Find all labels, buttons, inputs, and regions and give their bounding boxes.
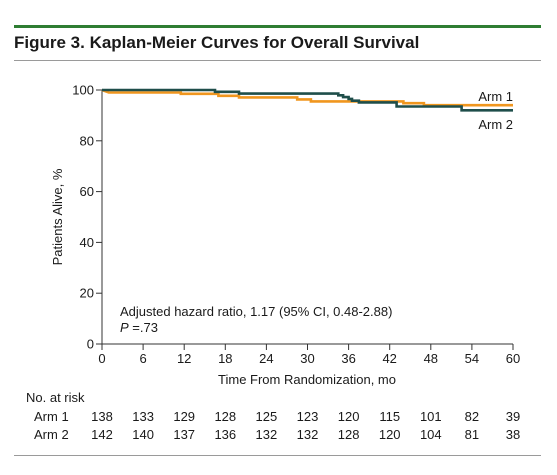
x-tick-label: 6 [139,351,146,366]
y-axis: 0 20 40 60 80 100 Patients Alive, % [50,83,103,352]
series-line-arm1 [101,88,513,107]
risk-value: 138 [91,409,113,424]
risk-value: 104 [420,427,442,442]
risk-value: 136 [214,427,236,442]
risk-value: 115 [379,409,400,424]
x-ticks: 0 6 12 18 24 30 36 42 48 54 60 [98,344,520,366]
x-tick-label: 12 [177,351,191,366]
risk-value: 128 [214,409,236,424]
bottom-divider [14,455,541,456]
series-layer [101,88,513,112]
y-tick-label: 60 [80,184,94,199]
risk-row-label: Arm 2 [34,427,69,442]
risk-value: 129 [173,409,195,424]
risk-value: 133 [132,409,154,424]
y-tick-label: 100 [72,83,94,98]
y-axis-label: Patients Alive, % [50,168,65,265]
x-tick-label: 48 [424,351,438,366]
risk-value: 39 [506,409,520,424]
risk-value: 132 [297,427,319,442]
risk-value: 81 [465,427,479,442]
risk-row-label: Arm 1 [34,409,69,424]
x-tick-label: 18 [218,351,232,366]
x-tick-label: 30 [300,351,314,366]
x-tick-label: 36 [341,351,355,366]
x-tick-label: 54 [465,351,479,366]
risk-value: 137 [173,427,195,442]
x-tick-label: 0 [98,351,105,366]
x-tick-label: 42 [382,351,396,366]
y-tick-label: 80 [80,133,94,148]
risk-value: 142 [91,427,113,442]
hazard-ratio-annotation: Adjusted hazard ratio, 1.17 (95% CI, 0.4… [120,304,392,319]
risk-value: 38 [506,427,520,442]
y-ticks: 0 20 40 60 80 100 [72,83,102,352]
risk-value: 82 [465,409,479,424]
series-line-arm2 [102,88,513,112]
x-axis: 0 6 12 18 24 30 36 42 48 54 60 Time From Randomiza… [98,343,520,387]
y-tick-label: 0 [87,337,94,352]
series-label-arm2: Arm 2 [478,117,513,132]
figure-title: Figure 3. Kaplan-Meier Curves for Overal… [14,33,420,52]
title-divider [14,60,541,61]
series-label-arm1: Arm 1 [478,89,513,104]
risk-value: 132 [256,427,278,442]
y-tick-label: 20 [80,286,94,301]
risk-value: 140 [132,427,154,442]
p-value-symbol: P [120,320,129,335]
risk-value: 120 [338,409,360,424]
risk-table-header: No. at risk [26,390,85,405]
x-tick-label: 24 [259,351,273,366]
risk-value: 128 [338,427,360,442]
risk-value: 120 [379,427,401,442]
p-value-annotation: P =.73 [120,320,158,335]
x-tick-label: 60 [506,351,520,366]
risk-value: 123 [297,409,319,424]
y-tick-label: 40 [80,235,94,250]
risk-table: No. at risk Arm 1 138 133 129 128 125 123 120 11… [26,390,520,442]
x-axis-label: Time From Randomization, mo [218,372,396,387]
risk-value: 125 [256,409,278,424]
risk-value: 101 [420,409,442,424]
p-value-text: =.73 [129,320,158,335]
top-accent-rule [14,25,541,28]
